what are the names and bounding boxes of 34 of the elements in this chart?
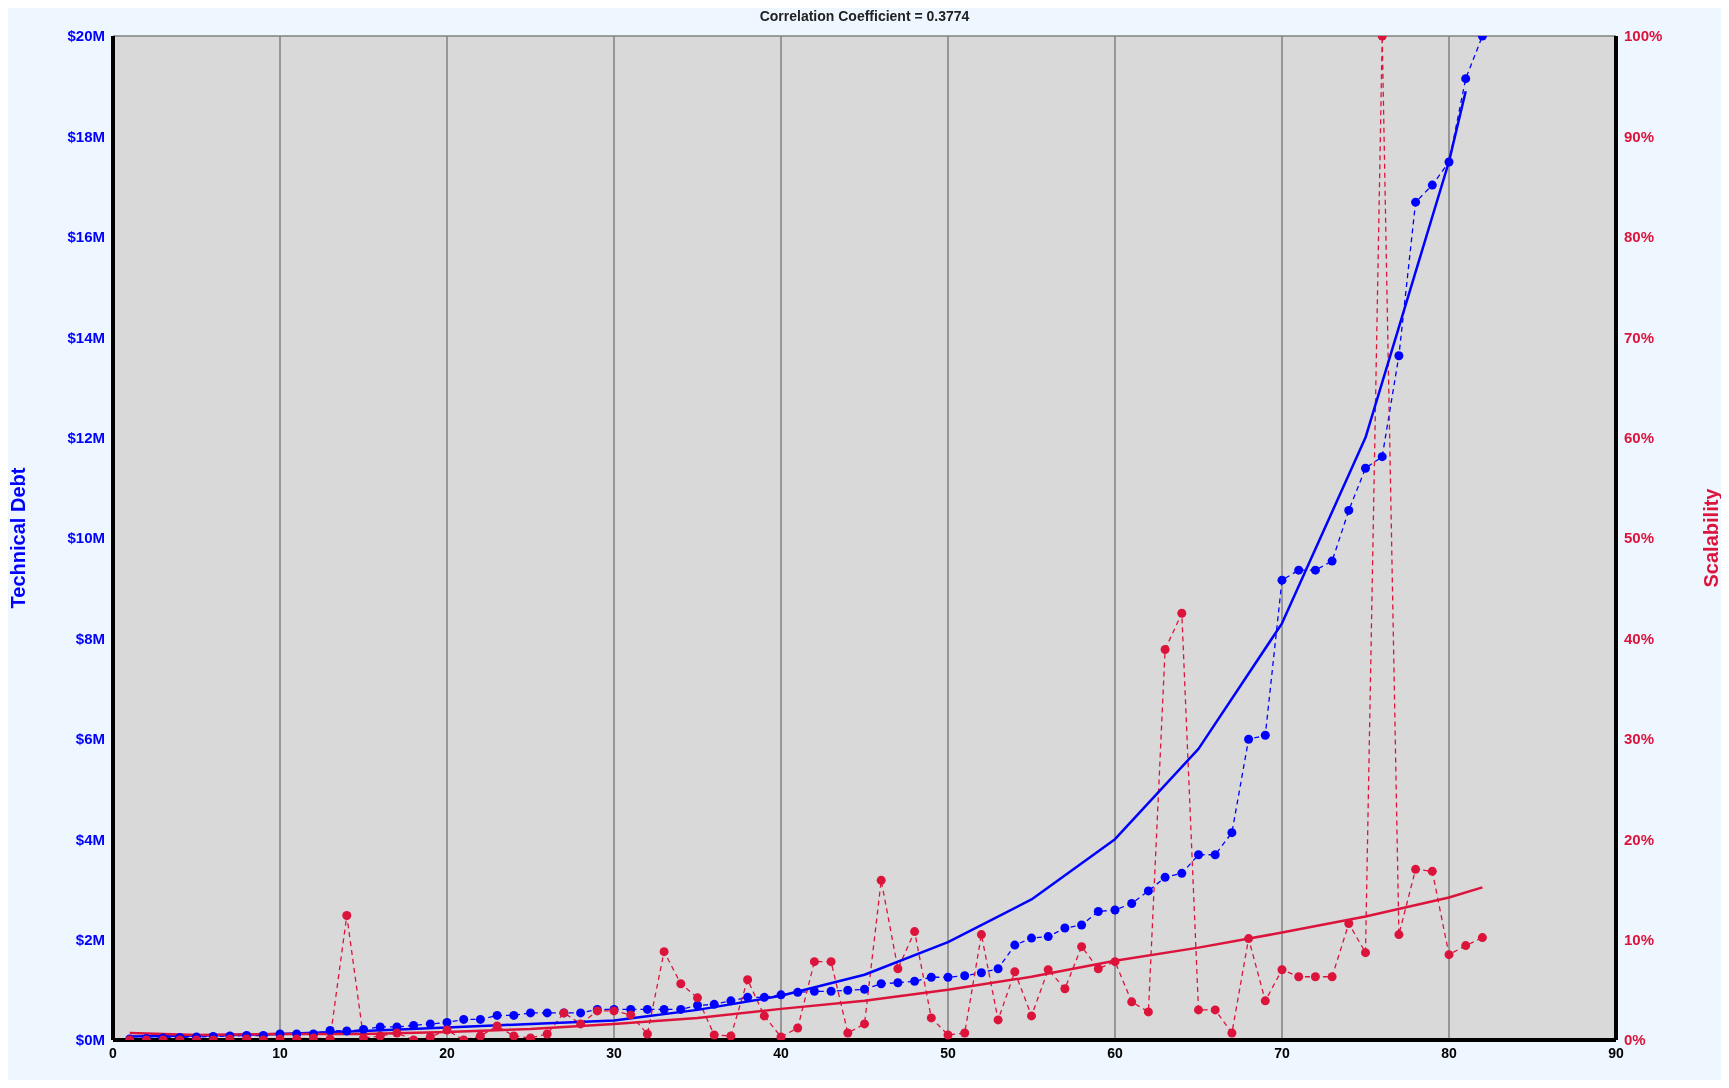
x-tick-label: 70: [1274, 1044, 1290, 1061]
y-tick-label: $8M: [75, 629, 105, 647]
y-tick-label: $6M: [75, 730, 105, 748]
y-tick-label: $16M: [67, 228, 105, 246]
y2-tick-label: 0%: [1624, 1031, 1646, 1049]
y2-tick-label: 40%: [1624, 629, 1655, 647]
y2-tick-label: 50%: [1624, 529, 1655, 547]
x-tick-label: 10: [272, 1044, 288, 1061]
y-tick-label: $2M: [75, 930, 105, 948]
x-tick-label: 20: [439, 1044, 455, 1061]
y2-tick-label: 70%: [1624, 328, 1655, 346]
y2-tick-label: 100%: [1624, 27, 1663, 45]
y-tick-label: $12M: [67, 428, 105, 446]
y-tick-label: $18M: [67, 127, 105, 145]
y-tick-label: $4M: [75, 830, 105, 848]
y2-tick-label: 30%: [1624, 730, 1655, 748]
y-tick-label: $20M: [67, 27, 105, 45]
chart-title: Correlation Coefficient = 0.3774: [758, 8, 971, 24]
y-axis-title: Technical Debt: [7, 467, 30, 609]
x-tick-label: 90: [1608, 1044, 1624, 1061]
x-tick-label: 0: [109, 1044, 118, 1061]
y-tick-label: $0M: [75, 1031, 105, 1049]
y2-tick-label: 20%: [1624, 830, 1655, 848]
y2-tick-label: 80%: [1624, 228, 1655, 246]
y2-tick-label: 10%: [1624, 930, 1655, 948]
y2-tick-label: 60%: [1624, 428, 1655, 446]
x-tick-label: 60: [1107, 1044, 1123, 1061]
x-tick-label: 40: [773, 1044, 789, 1061]
y-tick-label: $10M: [67, 529, 105, 547]
x-tick-label: 30: [606, 1044, 622, 1061]
y2-tick-label: 90%: [1624, 127, 1655, 145]
x-tick-label: 50: [940, 1044, 956, 1061]
y-tick-label: $14M: [67, 328, 105, 346]
x-tick-label: 80: [1441, 1044, 1457, 1061]
